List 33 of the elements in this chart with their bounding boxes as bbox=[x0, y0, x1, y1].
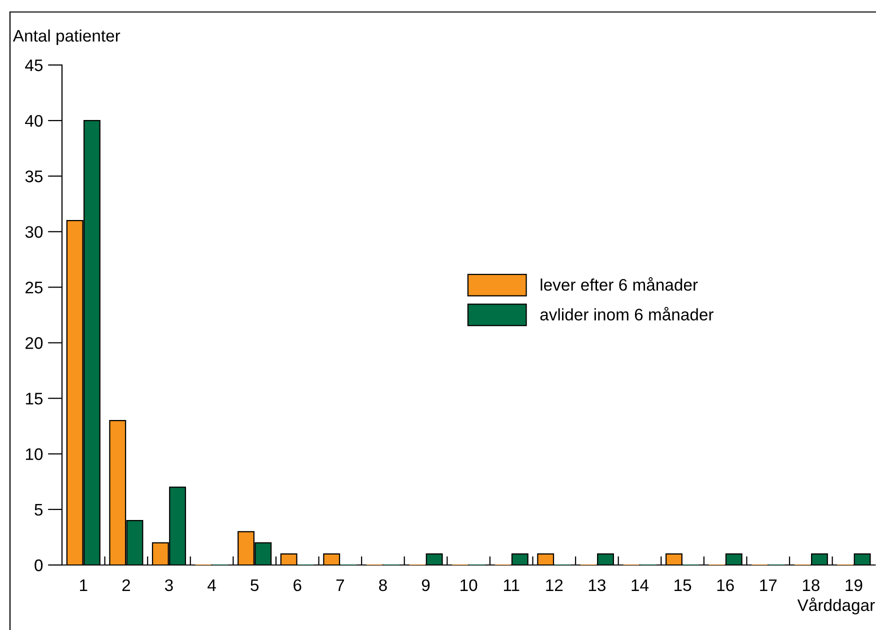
x-tick-label: 2 bbox=[122, 579, 130, 591]
x-tick-label: 10 bbox=[460, 579, 478, 592]
x-tick-label: 11 bbox=[504, 580, 520, 591]
x-tick-label: 15 bbox=[674, 580, 692, 592]
y-tick-label: 5 bbox=[34, 504, 43, 516]
legend-label: avlider inom 6 månader bbox=[540, 306, 714, 320]
x-tick-label: 6 bbox=[294, 579, 302, 592]
x-tick-label: 1 bbox=[80, 580, 88, 591]
x-tick-label: 9 bbox=[422, 579, 430, 592]
y-tick-label: 25 bbox=[26, 282, 43, 294]
x-tick-label: 3 bbox=[164, 579, 173, 592]
x-tick-label: 13 bbox=[588, 579, 606, 592]
x-tick-label: 12 bbox=[546, 579, 563, 591]
x-tick-label: 7 bbox=[336, 580, 344, 591]
x-tick-label: 18 bbox=[802, 579, 820, 592]
y-tick-label: 40 bbox=[25, 114, 43, 127]
x-tick-label: 4 bbox=[208, 580, 216, 591]
y-tick-label: 20 bbox=[26, 337, 43, 349]
x-tick-label: 16 bbox=[717, 579, 734, 592]
y-tick-label: 30 bbox=[25, 226, 43, 238]
y-tick-label: 45 bbox=[25, 60, 43, 72]
x-tick-label: 17 bbox=[760, 580, 777, 591]
y-axis-title: Antal patienter bbox=[12, 29, 120, 45]
legend-label: lever efter 6 månader bbox=[540, 277, 698, 291]
x-tick-label: 14 bbox=[632, 580, 649, 591]
x-tick-label: 5 bbox=[250, 580, 259, 592]
x-axis-title: Vårddagar bbox=[797, 598, 875, 614]
y-tick-label: 35 bbox=[25, 170, 43, 182]
y-tick-label: 15 bbox=[26, 392, 43, 405]
y-tick-label: 10 bbox=[26, 448, 43, 460]
x-tick-label: 8 bbox=[379, 579, 387, 592]
y-tick-label: 0 bbox=[34, 559, 43, 572]
x-tick-label: 19 bbox=[846, 579, 862, 592]
